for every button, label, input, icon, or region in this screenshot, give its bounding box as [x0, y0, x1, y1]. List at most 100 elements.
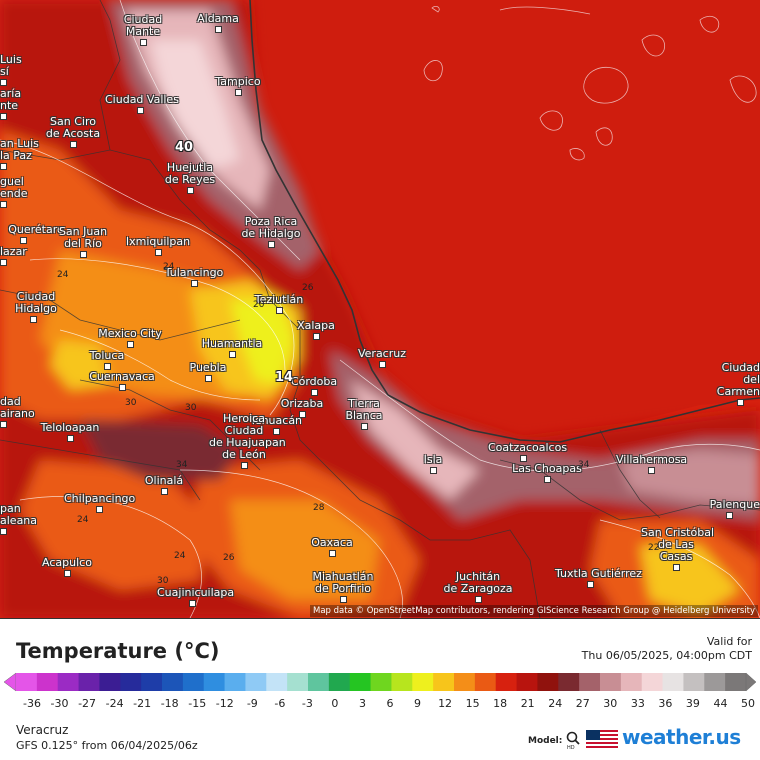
city-label: Ciudad del Carmen [716, 361, 760, 398]
city-marker [235, 89, 242, 96]
contour-label: 26 [302, 283, 314, 293]
city-marker [0, 421, 7, 428]
colorbar-tick-label: 36 [658, 697, 673, 710]
colorbar-swatch [558, 673, 580, 691]
colorbar-swatch [36, 673, 59, 691]
city-marker [189, 600, 196, 607]
city-marker [379, 361, 386, 368]
city-label: guel ende [0, 175, 28, 200]
city-label: Olinalá [144, 474, 184, 487]
colorbar-swatch [391, 673, 413, 691]
map-attribution[interactable]: Map data © OpenStreetMap contributors, r… [310, 605, 758, 617]
contour-label: 34 [578, 460, 590, 470]
city-marker [155, 249, 162, 256]
model-run-info: GFS 0.125° from 06/04/2025/06z [16, 739, 198, 752]
legend-title: Temperature (°C) [16, 639, 220, 663]
colorbar-tick-label: -36 [23, 697, 41, 710]
colorbar-swatch [537, 673, 559, 691]
isotherms [0, 0, 760, 618]
city-label: Tampico [215, 75, 261, 88]
city-marker [96, 506, 103, 513]
colorbar-swatch [162, 673, 184, 691]
valid-for-label: Valid for [706, 635, 752, 648]
colorbar-swatch [182, 673, 205, 691]
city-label: pan aleana [0, 502, 38, 527]
city-label: Aldama [197, 12, 239, 25]
search-hd-icon[interactable]: HD [566, 731, 580, 749]
colorbar-tick-label: -15 [188, 697, 207, 710]
city-label: Las Choapas [512, 462, 582, 475]
city-marker [0, 201, 7, 208]
colorbar-min-arrow [4, 672, 17, 692]
weather-us-logo[interactable]: weather.us [622, 725, 741, 749]
colorbar-swatch [203, 673, 226, 691]
colorbar-swatch [683, 673, 705, 691]
city-label: Cuajinicuilapa [157, 586, 235, 599]
colorbar-swatch [120, 673, 142, 691]
city-marker [673, 564, 680, 571]
city-label: Puebla [189, 361, 227, 374]
city-label: Teloloapan [40, 421, 100, 434]
city-label: dad airano [0, 395, 35, 420]
colorbar-swatch [412, 673, 434, 691]
colorbar-swatch [474, 673, 497, 691]
city-label: Huamantla [201, 337, 263, 350]
contour-label: 22 [648, 543, 660, 553]
city-label: Córdoba [290, 375, 338, 388]
colorbar-swatch [454, 673, 476, 691]
city-marker [587, 581, 594, 588]
contour-label: 30 [157, 576, 169, 586]
region-name: Veracruz [16, 723, 69, 737]
contour-label: 24 [57, 270, 69, 280]
city-label: Villahermosa [616, 453, 688, 466]
temperature-map[interactable]: Ciudad Mante Aldama Tampico Luis sí Ciudad V… [0, 0, 760, 619]
city-label: Luis sí [0, 53, 22, 78]
city-marker [0, 79, 7, 86]
colorbar-tick-label: -6 [274, 697, 286, 710]
colorbar-tick-label: -27 [78, 697, 97, 710]
colorbar-swatch [641, 673, 664, 691]
city-marker [0, 528, 7, 535]
city-marker [737, 399, 744, 406]
model-label: Model: [528, 736, 563, 746]
city-marker [361, 423, 368, 430]
city-marker [64, 570, 71, 577]
city-marker [276, 307, 283, 314]
city-label: Oaxaca [311, 536, 353, 549]
city-marker [67, 435, 74, 442]
city-marker [104, 363, 111, 370]
city-marker [311, 389, 318, 396]
city-label: lazar [0, 245, 27, 258]
map-canvas [0, 0, 760, 618]
colorbar-swatch [600, 673, 622, 691]
city-marker [229, 351, 236, 358]
colorbar-swatch [328, 673, 351, 691]
colorbar-swatch [287, 673, 309, 691]
colorbar-tick-label: 3 [358, 697, 366, 710]
city-label: Veracruz [357, 347, 407, 360]
colorbar-tick-label: 6 [386, 697, 394, 710]
contour-label: 34 [176, 460, 188, 470]
contour-label: 26 [223, 553, 235, 563]
colorbar-tick-label: 21 [520, 697, 535, 710]
colorbar-tick-label: -18 [160, 697, 179, 710]
coastline [249, 0, 760, 443]
city-label: Ixmiquilpan [125, 235, 191, 248]
colorbar-tick-label: 44 [713, 697, 728, 710]
colorbar-swatch [245, 673, 267, 691]
isotherm-value-label: 14 [275, 370, 294, 385]
city-label: Tehuacán [249, 414, 303, 427]
city-label: San Ciro de Acosta [45, 115, 101, 140]
city-label: Toluca [89, 349, 125, 362]
contour-label: 24 [77, 515, 89, 525]
city-label: Xalapa [297, 319, 335, 332]
colorbar-swatch [224, 673, 246, 691]
colorbar-tick-label: 33 [630, 697, 645, 710]
contour-label: 30 [125, 398, 137, 408]
colorbar-swatch [662, 673, 684, 691]
contour-label: 28 [313, 503, 325, 513]
city-label: Isla [423, 453, 443, 466]
colorbar-tick-label: -9 [246, 697, 258, 710]
temperature-colorbar [4, 672, 756, 692]
us-flag-icon[interactable] [586, 730, 618, 750]
